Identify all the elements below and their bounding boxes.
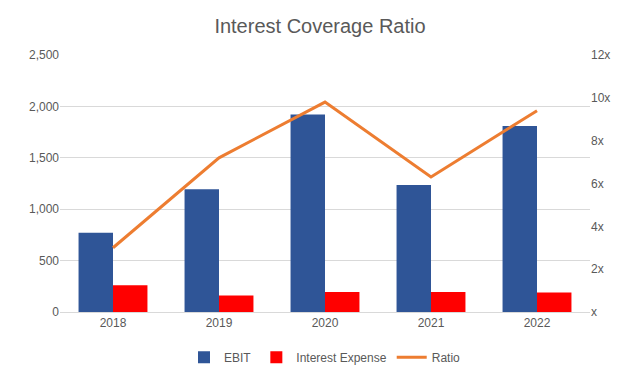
svg-text:6x: 6x (591, 177, 604, 191)
svg-text:2,500: 2,500 (29, 48, 59, 62)
svg-text:x: x (591, 305, 597, 319)
svg-text:1,000: 1,000 (29, 202, 59, 216)
svg-text:2,000: 2,000 (29, 100, 59, 114)
svg-text:Ratio: Ratio (432, 351, 460, 365)
svg-text:12x: 12x (591, 48, 610, 62)
svg-text:Interest Expense: Interest Expense (296, 351, 386, 365)
svg-text:2020: 2020 (312, 316, 339, 330)
svg-text:1,500: 1,500 (29, 151, 59, 165)
svg-text:4x: 4x (591, 220, 604, 234)
svg-text:Interest Coverage Ratio: Interest Coverage Ratio (214, 15, 425, 37)
svg-text:2x: 2x (591, 262, 604, 276)
svg-text:0: 0 (52, 305, 59, 319)
svg-text:500: 500 (39, 254, 59, 268)
svg-text:2021: 2021 (418, 316, 445, 330)
svg-text:10x: 10x (591, 91, 610, 105)
svg-text:2019: 2019 (206, 316, 233, 330)
svg-text:2022: 2022 (524, 316, 551, 330)
svg-text:2018: 2018 (100, 316, 127, 330)
svg-text:EBIT: EBIT (224, 351, 251, 365)
svg-text:8x: 8x (591, 134, 604, 148)
